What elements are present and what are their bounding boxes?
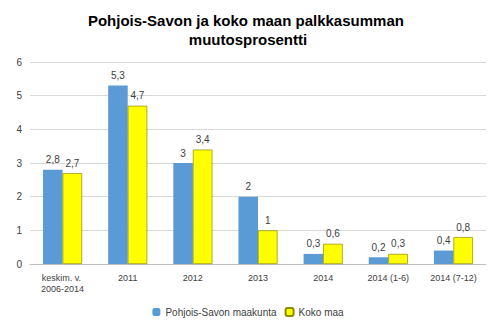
svg-text:0,4: 0,4	[437, 235, 451, 246]
svg-text:Pohjois-Savon maakunta: Pohjois-Savon maakunta	[165, 307, 277, 318]
svg-text:3: 3	[180, 148, 186, 159]
svg-text:1: 1	[265, 215, 271, 226]
svg-text:0,6: 0,6	[326, 228, 340, 239]
svg-text:0: 0	[16, 259, 22, 270]
svg-text:6: 6	[16, 57, 22, 68]
svg-text:keskim. v.: keskim. v.	[42, 273, 84, 283]
svg-text:2: 2	[16, 191, 22, 202]
svg-text:Pohjois-Savon ja koko maan pal: Pohjois-Savon ja koko maan palkkasumman	[88, 12, 408, 29]
svg-text:muutosprosentti: muutosprosentti	[189, 31, 307, 48]
svg-text:2013: 2013	[248, 273, 268, 283]
svg-text:2012: 2012	[183, 273, 203, 283]
svg-text:0,2: 0,2	[372, 242, 386, 253]
svg-text:2014: 2014	[313, 273, 333, 283]
svg-text:4,7: 4,7	[131, 90, 145, 101]
svg-text:2006-2014: 2006-2014	[41, 284, 84, 294]
svg-text:2014 (7-12): 2014 (7-12)	[430, 273, 477, 283]
svg-text:2,7: 2,7	[65, 158, 79, 169]
svg-text:0,3: 0,3	[306, 238, 320, 249]
svg-text:2014 (1-6): 2014 (1-6)	[368, 273, 410, 283]
svg-text:5,3: 5,3	[111, 70, 125, 81]
svg-text:0,3: 0,3	[391, 238, 405, 249]
svg-text:0,8: 0,8	[456, 222, 470, 233]
svg-text:1: 1	[16, 225, 22, 236]
svg-text:2011: 2011	[118, 273, 137, 283]
svg-text:2,8: 2,8	[46, 154, 60, 165]
svg-text:Koko maa: Koko maa	[299, 307, 344, 318]
svg-text:3: 3	[16, 158, 22, 169]
svg-text:5: 5	[16, 90, 22, 101]
svg-text:2: 2	[245, 181, 251, 192]
svg-text:4: 4	[16, 124, 22, 135]
svg-text:3,4: 3,4	[196, 134, 210, 145]
